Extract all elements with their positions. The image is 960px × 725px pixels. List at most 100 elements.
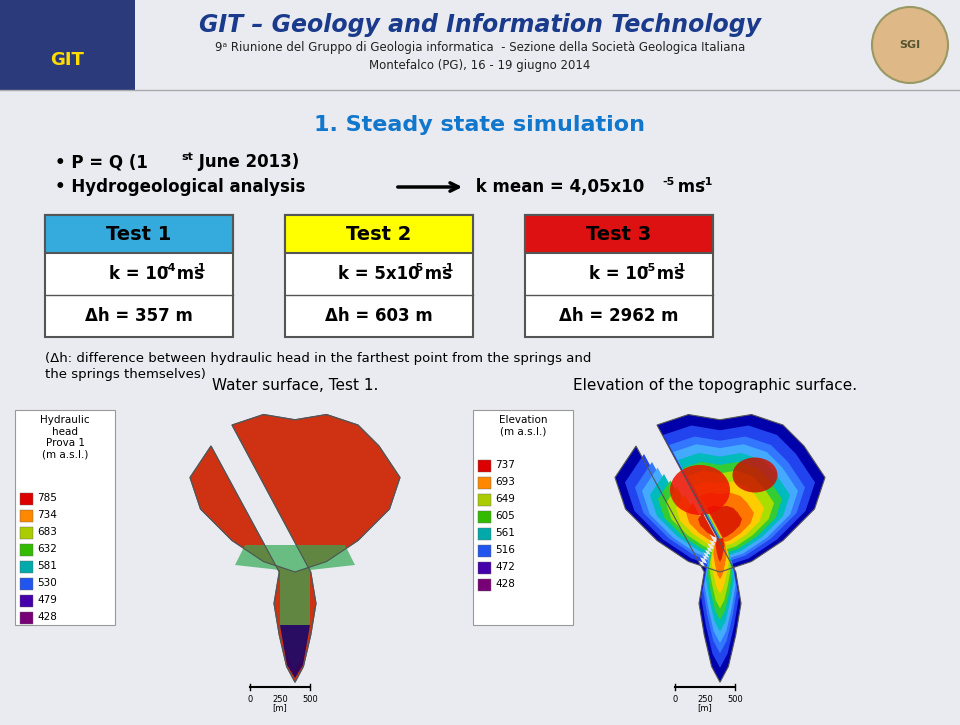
Circle shape	[872, 7, 948, 83]
Text: 0: 0	[248, 695, 252, 704]
Bar	[20, 544, 33, 556]
Text: 516: 516	[495, 545, 515, 555]
Text: st: st	[181, 152, 193, 162]
Text: 250: 250	[697, 695, 713, 704]
Polygon shape	[615, 415, 825, 682]
Text: Δh = 2962 m: Δh = 2962 m	[560, 307, 679, 325]
Text: • Hydrogeological analysis: • Hydrogeological analysis	[55, 178, 305, 196]
Polygon shape	[235, 545, 355, 670]
Text: Δh = 603 m: Δh = 603 m	[325, 307, 433, 325]
Text: 0: 0	[672, 695, 678, 704]
Text: ms: ms	[171, 265, 204, 283]
Text: 1. Steady state simulation: 1. Steady state simulation	[315, 115, 645, 135]
Text: 693: 693	[495, 477, 515, 487]
Text: 737: 737	[495, 460, 515, 470]
Text: [m]: [m]	[698, 703, 712, 712]
Text: 734: 734	[37, 510, 57, 520]
Text: 500: 500	[302, 695, 318, 704]
Text: 500: 500	[727, 695, 743, 704]
Bar	[285, 215, 473, 253]
Polygon shape	[635, 436, 805, 653]
Text: (Δh: difference between hydraulic head in the farthest point from the springs an: (Δh: difference between hydraulic head i…	[45, 352, 591, 365]
Bar	[20, 578, 33, 590]
Text: -4: -4	[163, 263, 176, 273]
Polygon shape	[698, 506, 742, 562]
Bar	[20, 612, 33, 624]
Text: 472: 472	[495, 562, 515, 572]
Text: k = 5x10: k = 5x10	[338, 265, 420, 283]
Bar	[15, 410, 115, 625]
Polygon shape	[642, 444, 798, 643]
Bar	[478, 460, 491, 472]
Text: Montefalco (PG), 16 - 19 giugno 2014: Montefalco (PG), 16 - 19 giugno 2014	[370, 59, 590, 72]
Bar	[285, 215, 473, 337]
Bar	[525, 215, 713, 337]
Ellipse shape	[732, 457, 778, 492]
Text: SGI: SGI	[900, 40, 921, 50]
Bar	[525, 215, 713, 253]
Polygon shape	[676, 481, 764, 594]
Text: 649: 649	[495, 494, 515, 504]
Polygon shape	[666, 471, 774, 608]
Text: GIT: GIT	[50, 51, 84, 69]
Polygon shape	[686, 492, 754, 579]
Text: Test 2: Test 2	[347, 225, 412, 244]
Text: ms: ms	[651, 265, 684, 283]
Text: [m]: [m]	[273, 703, 287, 712]
Text: Test 1: Test 1	[107, 225, 172, 244]
Text: ms: ms	[672, 178, 705, 196]
Polygon shape	[280, 625, 310, 678]
Ellipse shape	[670, 465, 730, 515]
Bar	[0, 0, 960, 90]
Text: 9ᵃ Riunione del Gruppo di Geologia informatica  - Sezione della Società Geologic: 9ᵃ Riunione del Gruppo di Geologia infor…	[215, 41, 745, 54]
Text: 605: 605	[495, 511, 515, 521]
Text: -5: -5	[662, 177, 674, 187]
Polygon shape	[650, 453, 790, 631]
Bar	[20, 510, 33, 522]
Bar	[478, 579, 491, 591]
Text: Test 3: Test 3	[587, 225, 652, 244]
Text: -5: -5	[643, 263, 656, 273]
Text: June 2013): June 2013)	[193, 153, 300, 171]
Text: • P = Q (1: • P = Q (1	[55, 153, 148, 171]
Text: -1: -1	[700, 177, 712, 187]
Text: 785: 785	[37, 493, 57, 503]
Bar	[478, 528, 491, 540]
Text: 428: 428	[495, 579, 515, 589]
Text: Hydraulic
head
Prova 1
(m a.s.l.): Hydraulic head Prova 1 (m a.s.l.)	[40, 415, 90, 460]
Text: 250: 250	[272, 695, 288, 704]
Text: k = 10: k = 10	[109, 265, 169, 283]
Text: k = 10: k = 10	[589, 265, 649, 283]
Bar	[0, 0, 135, 90]
Text: -5: -5	[411, 263, 423, 273]
Text: 683: 683	[37, 527, 57, 537]
Text: 479: 479	[37, 595, 57, 605]
Text: -1: -1	[441, 263, 453, 273]
Text: 428: 428	[37, 612, 57, 622]
Text: 581: 581	[37, 561, 57, 571]
Text: k mean = 4,05x10: k mean = 4,05x10	[470, 178, 644, 196]
Text: Δh = 357 m: Δh = 357 m	[85, 307, 193, 325]
Text: -1: -1	[193, 263, 205, 273]
Text: GIT – Geology and Information Technology: GIT – Geology and Information Technology	[199, 13, 761, 37]
Text: Elevation of the topographic surface.: Elevation of the topographic surface.	[573, 378, 857, 392]
Bar	[45, 215, 233, 253]
Text: ms: ms	[419, 265, 452, 283]
Text: 561: 561	[495, 528, 515, 538]
Bar	[478, 477, 491, 489]
Bar	[478, 545, 491, 557]
Text: -1: -1	[673, 263, 685, 273]
Text: Elevation
(m a.s.l.): Elevation (m a.s.l.)	[499, 415, 547, 436]
Polygon shape	[190, 415, 400, 682]
Bar	[20, 561, 33, 573]
Polygon shape	[658, 462, 782, 620]
Text: Water surface, Test 1.: Water surface, Test 1.	[212, 378, 378, 392]
Bar	[20, 493, 33, 505]
Bar	[478, 562, 491, 574]
Bar	[20, 595, 33, 607]
Bar	[473, 410, 573, 625]
Bar	[20, 527, 33, 539]
Bar	[478, 511, 491, 523]
Text: 632: 632	[37, 544, 57, 554]
Bar	[478, 494, 491, 506]
